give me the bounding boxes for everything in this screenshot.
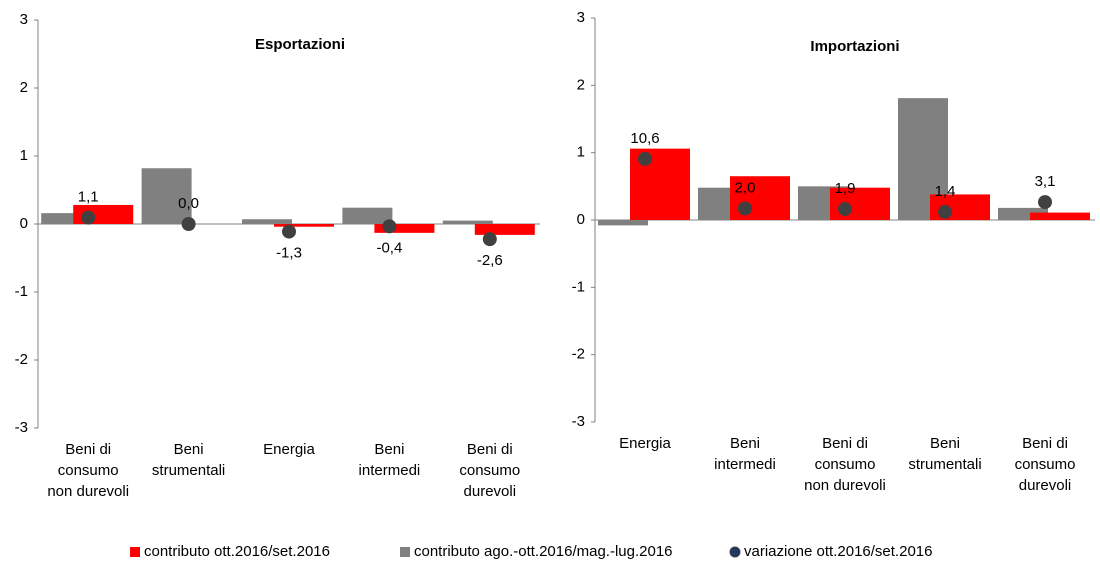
y-tick-label: 0 [577,211,585,228]
x-tick-label: durevoli [464,483,517,500]
x-tick-label: Beni [374,441,404,458]
bar [442,220,493,224]
x-tick-label: Beni [730,435,760,452]
x-tick-label: Beni di [65,441,111,458]
x-tick-label: Energia [619,435,671,452]
legend-label: contributo ago.-ott.2016/mag.-lug.2016 [414,543,673,560]
dot [482,232,497,247]
data-label: 3,1 [1035,173,1056,190]
x-tick-label: consumo [815,456,876,473]
y-tick-label: -3 [15,419,28,436]
legend-label: contributo ott.2016/set.2016 [144,543,330,560]
bar [374,224,435,233]
y-tick-label: 0 [20,215,28,232]
y-tick-label: 1 [20,147,28,164]
y-tick-label: -2 [15,351,28,368]
dot [638,151,652,166]
chart-title: Esportazioni [255,36,345,53]
legend-marker [130,547,140,557]
x-tick-label: Beni [174,441,204,458]
bar [598,220,648,226]
y-tick-label: 3 [20,11,28,28]
data-label: 0,0 [178,195,199,212]
x-tick-label: non durevoli [804,477,886,494]
dot [282,224,296,239]
data-label: 1,9 [835,180,856,197]
bar [342,207,393,224]
x-tick-label: strumentali [152,462,225,479]
bar [41,213,92,224]
data-label: 1,4 [935,183,956,200]
x-tick-label: Energia [263,441,315,458]
data-label: -1,3 [276,245,302,262]
x-tick-label: Beni [930,435,960,452]
bar [274,224,334,227]
y-tick-label: -3 [572,413,585,430]
x-tick-label: non durevoli [47,483,129,500]
dot [1038,195,1052,210]
legend-label: variazione ott.2016/set.2016 [744,543,932,560]
dot [838,202,852,217]
dot [382,219,397,234]
chart-title: Importazioni [810,38,899,55]
x-tick-label: Beni di [1022,435,1068,452]
bar [830,187,890,220]
x-tick-label: intermedi [359,462,421,479]
bar [1030,212,1090,220]
x-tick-label: intermedi [714,456,776,473]
legend-marker [729,546,741,558]
y-tick-label: 3 [577,9,585,26]
dot [81,210,96,225]
y-tick-label: -1 [572,278,585,295]
data-label: -2,6 [477,252,503,269]
x-tick-label: strumentali [908,456,981,473]
dot [181,217,196,231]
data-label: -0,4 [376,239,402,256]
data-label: 1,1 [78,189,99,206]
x-tick-label: Beni di [822,435,868,452]
legend-marker [400,547,410,557]
data-label: 2,0 [735,179,756,196]
y-tick-label: -2 [572,346,585,363]
bar [474,224,535,235]
y-tick-label: -1 [15,283,28,300]
y-tick-label: 2 [577,76,585,93]
x-tick-label: Beni di [467,441,513,458]
x-tick-label: consumo [58,462,119,479]
x-tick-label: consumo [1015,456,1076,473]
dot [938,204,952,219]
dot [738,201,752,216]
data-label: 10,6 [630,130,659,147]
x-tick-label: consumo [459,462,520,479]
y-tick-label: 1 [577,144,585,161]
bar [242,219,292,224]
y-tick-label: 2 [20,79,28,96]
bar [141,168,192,224]
x-tick-label: durevoli [1019,477,1072,494]
